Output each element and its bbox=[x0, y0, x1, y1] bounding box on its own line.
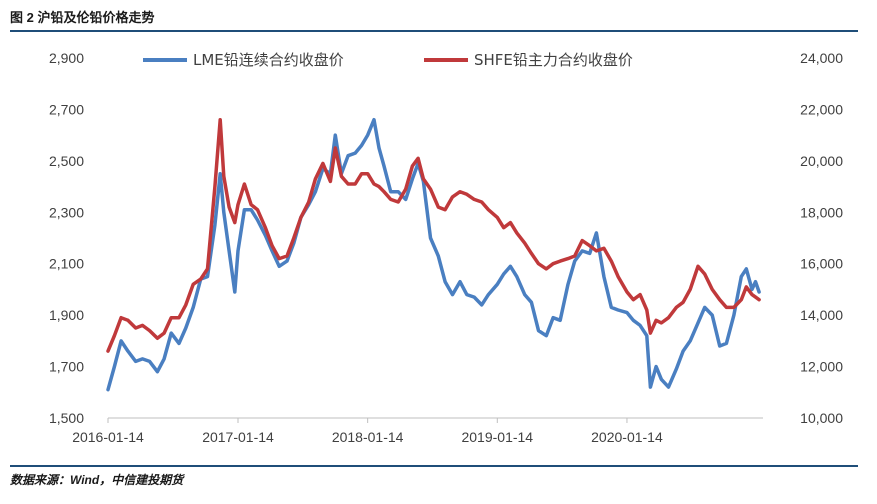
legend-label-lme: LME铅连续合约收盘价 bbox=[193, 51, 344, 69]
x-tick-label: 2020-01-14 bbox=[591, 429, 663, 445]
right-y-tick-label: 18,000 bbox=[800, 204, 843, 220]
right-y-tick-label: 16,000 bbox=[800, 256, 843, 272]
top-rule bbox=[10, 30, 858, 32]
legend-label-shfe: SHFE铅主力合约收盘价 bbox=[474, 51, 633, 69]
right-y-tick-label: 22,000 bbox=[800, 101, 843, 117]
right-y-tick-label: 10,000 bbox=[800, 410, 843, 426]
left-y-tick-label: 2,500 bbox=[49, 153, 84, 169]
left-y-tick-label: 2,100 bbox=[49, 256, 84, 272]
x-axis: 2016-01-14 2017-01-14 2018-01-14 2019-01-14… bbox=[72, 418, 663, 445]
price-line-chart: 2,900 2,700 2,500 2,300 2,100 1,900 1,700 1,500… bbox=[49, 50, 843, 445]
series-line-shfe bbox=[106, 117, 761, 353]
right-y-tick-label: 12,000 bbox=[800, 359, 843, 375]
right-y-tick-label: 20,000 bbox=[800, 153, 843, 169]
left-y-axis: 2,900 2,700 2,500 2,300 2,100 1,900 1,700 1,500 bbox=[49, 50, 84, 426]
x-tick-label: 2017-01-14 bbox=[202, 429, 274, 445]
series-layer bbox=[106, 117, 761, 392]
data-source-note: 数据来源：Wind，中信建投期货 bbox=[10, 473, 184, 487]
x-tick-label: 2016-01-14 bbox=[72, 429, 144, 445]
series-line-lme bbox=[106, 117, 761, 392]
x-tick-label: 2018-01-14 bbox=[332, 429, 404, 445]
chart-legend: LME铅连续合约收盘价 SHFE铅主力合约收盘价 bbox=[143, 51, 633, 69]
left-y-tick-label: 1,900 bbox=[49, 307, 84, 323]
left-y-tick-label: 1,700 bbox=[49, 359, 84, 375]
bottom-rule bbox=[10, 465, 858, 467]
x-tick-label: 2019-01-14 bbox=[461, 429, 533, 445]
right-y-axis: 24,000 22,000 20,000 18,000 16,000 14,000 12,0… bbox=[800, 50, 843, 426]
right-y-tick-label: 24,000 bbox=[800, 50, 843, 66]
left-y-tick-label: 2,900 bbox=[49, 50, 84, 66]
left-y-tick-label: 1,500 bbox=[49, 410, 84, 426]
left-y-tick-label: 2,300 bbox=[49, 204, 84, 220]
right-y-tick-label: 14,000 bbox=[800, 307, 843, 323]
left-y-tick-label: 2,700 bbox=[49, 101, 84, 117]
figure-title: 图 2 沪铅及伦铅价格走势 bbox=[10, 10, 155, 25]
